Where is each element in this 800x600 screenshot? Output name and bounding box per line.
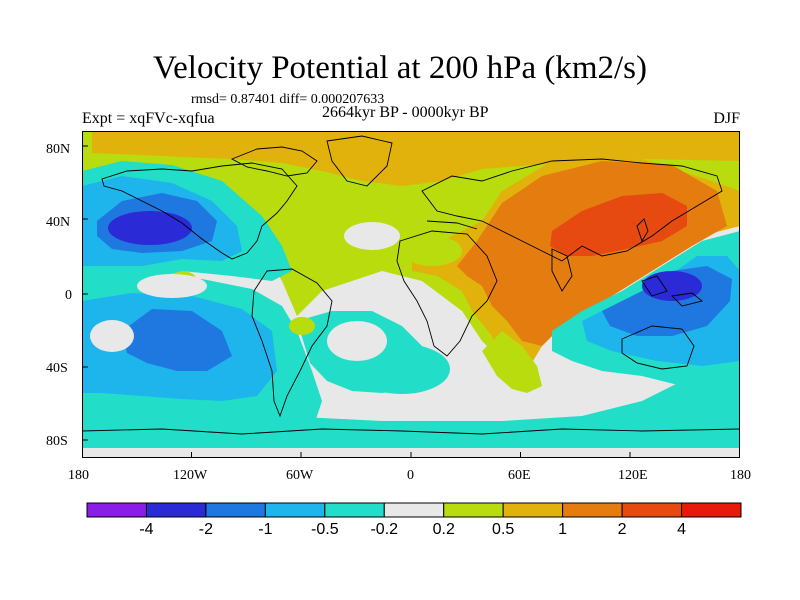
contour-fill-neutral: [137, 274, 207, 298]
map-panel: [82, 131, 740, 458]
contour-fill-neg1: [122, 309, 232, 371]
axis-ticks: [82, 145, 631, 458]
y-tick-label: 80N: [46, 142, 71, 157]
x-tick-label: 180: [730, 468, 751, 483]
contour-fill-neutral: [90, 320, 134, 352]
contour-fill-neg2: [108, 211, 192, 245]
y-tick-label: 80S: [46, 434, 68, 449]
x-tick-label: 60E: [508, 468, 531, 483]
velocity-potential-map: [82, 131, 740, 458]
y-tick-label: 0: [65, 288, 72, 303]
contour-fill-neg0.2: [354, 344, 450, 394]
stats-line: rmsd= 0.87401 diff= 0.000207633: [191, 92, 385, 107]
contour-fill-0.5: [92, 131, 740, 186]
contour-fill-0.2: [289, 317, 315, 335]
contour-fill-0.2: [402, 236, 462, 266]
colorbar-label: 1: [558, 521, 568, 538]
colorbar: [86, 502, 742, 518]
colorbar-cell: [621, 502, 683, 518]
contour-fill-0.2: [482, 331, 542, 393]
colorbar-label: -2: [198, 521, 214, 538]
x-tick-label: 120E: [618, 468, 648, 483]
colorbar-cell: [86, 502, 147, 518]
x-tick-label: 120W: [173, 468, 208, 483]
contour-fill-neutral: [327, 321, 387, 361]
colorbar-label: -4: [139, 521, 154, 538]
coastlines: [82, 135, 740, 435]
colorbar-cell: [562, 502, 623, 518]
colorbar-cell: [681, 502, 742, 518]
season-label: DJF: [713, 110, 740, 127]
contour-fill-2: [550, 193, 687, 256]
colorbar-label: 0.2: [432, 521, 455, 538]
colorbar-cell: [383, 502, 445, 518]
x-tick-label: 60W: [286, 468, 314, 483]
y-tick-label: 40N: [46, 215, 71, 230]
colorbar-cell: [264, 502, 326, 518]
experiment-label: Expt = xqFVc-xqfua: [82, 110, 215, 127]
colorbar-label: -0.5: [311, 521, 339, 538]
colorbar-label: -1: [258, 521, 273, 538]
period-label: 2664kyr BP - 0000kyr BP: [322, 104, 489, 121]
colorbar-cell: [443, 502, 504, 518]
x-tick-label: 0: [407, 468, 414, 483]
colorbar-label: 4: [677, 521, 686, 538]
colorbar-cell: [324, 502, 385, 518]
colorbar-cell: [502, 502, 564, 518]
colorbar-label: 0.5: [492, 521, 515, 538]
colorbar-cell: [145, 502, 207, 518]
x-tick-label: 180: [68, 468, 89, 483]
chart-title: Velocity Potential at 200 hPa (km2/s): [152, 50, 648, 86]
y-tick-label: 40S: [46, 361, 68, 376]
contour-fill-neutral: [344, 222, 400, 250]
colorbar-label: 2: [617, 521, 627, 538]
colorbar-cell: [205, 502, 266, 518]
contour-fill-neg0.2: [82, 376, 740, 458]
colorbar-label: -0.2: [370, 521, 399, 538]
